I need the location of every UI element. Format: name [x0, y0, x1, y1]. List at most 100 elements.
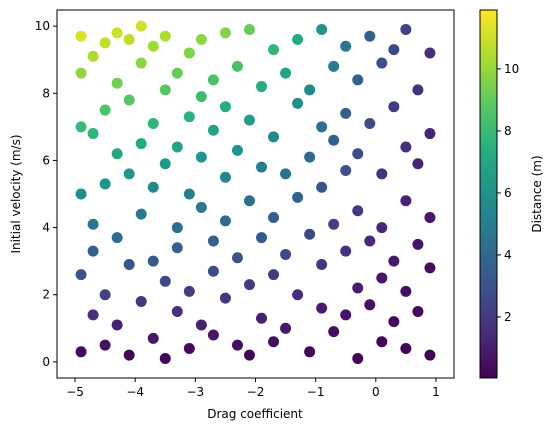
- scatter-point: [340, 40, 352, 52]
- scatter-point: [183, 342, 195, 354]
- colorbar-tick-label: 4: [504, 248, 512, 262]
- scatter-point: [99, 289, 111, 301]
- y-tick-label: 8: [42, 86, 50, 100]
- scatter-point: [219, 215, 231, 227]
- scatter-point: [316, 302, 328, 314]
- scatter-point: [316, 259, 328, 271]
- scatter-point: [159, 353, 171, 365]
- scatter-point: [268, 131, 280, 143]
- scatter-point: [256, 161, 268, 173]
- scatter-point: [171, 141, 183, 153]
- scatter-point: [340, 164, 352, 176]
- scatter-point: [388, 255, 400, 267]
- scatter-point: [147, 255, 159, 267]
- scatter-point: [304, 151, 316, 163]
- scatter-point: [256, 312, 268, 324]
- scatter-point: [87, 309, 99, 321]
- scatter-point: [316, 121, 328, 133]
- scatter-point: [87, 50, 99, 62]
- colorbar-label: Distance (m): [530, 155, 544, 232]
- scatter-point: [195, 151, 207, 163]
- scatter-point: [352, 205, 364, 217]
- scatter-point: [280, 67, 292, 79]
- scatter-point: [424, 262, 436, 274]
- x-tick-label: −1: [307, 385, 325, 399]
- scatter-point: [147, 181, 159, 193]
- scatter-point: [280, 248, 292, 260]
- scatter-point: [268, 269, 280, 281]
- y-tick-label: 2: [42, 288, 50, 302]
- scatter-point: [159, 275, 171, 287]
- scatter-point: [316, 23, 328, 35]
- scatter-point: [87, 245, 99, 257]
- scatter-point: [400, 23, 412, 35]
- scatter-point: [256, 232, 268, 244]
- scatter-point: [219, 27, 231, 39]
- scatter-point: [268, 336, 280, 348]
- scatter-point: [316, 181, 328, 193]
- scatter-point: [207, 265, 219, 277]
- scatter-point: [195, 201, 207, 213]
- scatter-point: [75, 346, 87, 358]
- colorbar-tick-label: 2: [504, 310, 512, 324]
- scatter-point: [268, 44, 280, 56]
- scatter-point: [75, 121, 87, 133]
- scatter-point: [123, 94, 135, 106]
- scatter-point: [219, 171, 231, 183]
- scatter-point: [135, 138, 147, 150]
- scatter-point: [99, 339, 111, 351]
- scatter-point: [207, 329, 219, 341]
- scatter-point: [292, 97, 304, 109]
- scatter-point: [364, 117, 376, 129]
- scatter-point: [376, 222, 388, 234]
- x-tick-label: −5: [66, 385, 84, 399]
- scatter-point: [268, 212, 280, 224]
- scatter-point: [231, 339, 243, 351]
- colorbar-tick-label: 8: [504, 124, 512, 138]
- scatter-point: [424, 349, 436, 361]
- scatter-point: [75, 67, 87, 79]
- x-tick-label: 0: [372, 385, 380, 399]
- scatter-point: [340, 309, 352, 321]
- plot-area: [75, 20, 436, 365]
- scatter-point: [280, 322, 292, 334]
- scatter-point: [412, 158, 424, 170]
- scatter-point: [183, 285, 195, 297]
- scatter-point: [340, 245, 352, 257]
- scatter-point: [111, 77, 123, 89]
- scatter-point: [243, 279, 255, 291]
- scatter-point: [292, 34, 304, 46]
- scatter-point: [412, 84, 424, 96]
- scatter-point: [135, 295, 147, 307]
- scatter-point: [147, 332, 159, 344]
- scatter-point: [99, 104, 111, 116]
- scatter-point: [135, 208, 147, 220]
- scatter-point: [123, 34, 135, 46]
- scatter-point: [183, 111, 195, 123]
- scatter-point: [388, 101, 400, 113]
- scatter-point: [424, 128, 436, 140]
- scatter-point: [243, 23, 255, 35]
- scatter-point: [111, 319, 123, 331]
- x-tick-label: −2: [247, 385, 265, 399]
- scatter-point: [135, 57, 147, 69]
- scatter-point: [400, 195, 412, 207]
- scatter-point: [231, 252, 243, 264]
- scatter-point: [376, 336, 388, 348]
- scatter-point: [147, 117, 159, 129]
- scatter-point: [292, 289, 304, 301]
- scatter-point: [171, 242, 183, 254]
- scatter-point: [376, 57, 388, 69]
- y-tick-label: 4: [42, 221, 50, 235]
- scatter-point: [111, 148, 123, 160]
- scatter-point: [207, 235, 219, 247]
- scatter-point: [352, 282, 364, 294]
- colorbar-tick-label: 10: [504, 62, 519, 76]
- scatter-point: [280, 168, 292, 180]
- x-tick-label: −4: [126, 385, 144, 399]
- scatter-point: [111, 232, 123, 244]
- x-tick-label: 1: [432, 385, 440, 399]
- scatter-point: [123, 259, 135, 271]
- scatter-point: [376, 272, 388, 284]
- scatter-point: [352, 148, 364, 160]
